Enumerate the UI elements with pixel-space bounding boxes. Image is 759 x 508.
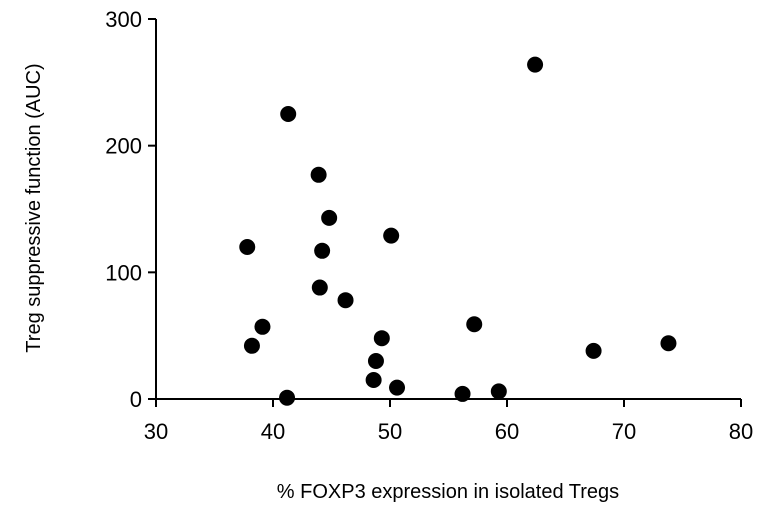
data-point xyxy=(239,239,256,255)
data-point xyxy=(311,279,328,296)
x-tick-label: 50 xyxy=(378,419,402,444)
x-tick-label: 70 xyxy=(612,419,636,444)
y-axis-ticks: 0 100 200 300 xyxy=(105,7,156,412)
data-point xyxy=(585,342,602,359)
y-tick-label: 300 xyxy=(105,7,142,32)
y-tick-label: 100 xyxy=(105,260,142,285)
x-tick-label: 80 xyxy=(729,419,753,444)
data-point xyxy=(254,318,271,335)
x-tick-label: 30 xyxy=(144,419,168,444)
x-axis-title: % FOXP3 expression in isolated Tregs xyxy=(277,481,619,503)
data-point xyxy=(454,385,471,402)
data-point xyxy=(466,316,483,333)
x-axis-ticks: 30 40 50 60 70 80 xyxy=(144,399,753,444)
y-tick-label: 200 xyxy=(105,134,142,159)
data-point xyxy=(314,242,331,259)
data-point xyxy=(321,209,338,226)
data-point xyxy=(527,56,544,73)
data-point xyxy=(279,389,296,406)
data-point xyxy=(367,353,384,369)
data-point xyxy=(389,379,406,396)
data-point xyxy=(337,292,354,309)
x-tick-label: 60 xyxy=(495,419,519,444)
x-tick-label: 40 xyxy=(261,419,285,444)
data-point xyxy=(373,330,390,347)
data-point xyxy=(310,166,327,183)
data-point xyxy=(280,106,297,122)
data-point xyxy=(383,227,400,244)
y-axis-title: Treg suppressive function (AUC) xyxy=(23,63,45,352)
data-point xyxy=(490,383,507,400)
data-point xyxy=(243,337,260,354)
data-points xyxy=(239,56,677,406)
data-point xyxy=(365,372,382,388)
data-point xyxy=(660,335,677,352)
y-tick-label: 0 xyxy=(130,387,142,412)
